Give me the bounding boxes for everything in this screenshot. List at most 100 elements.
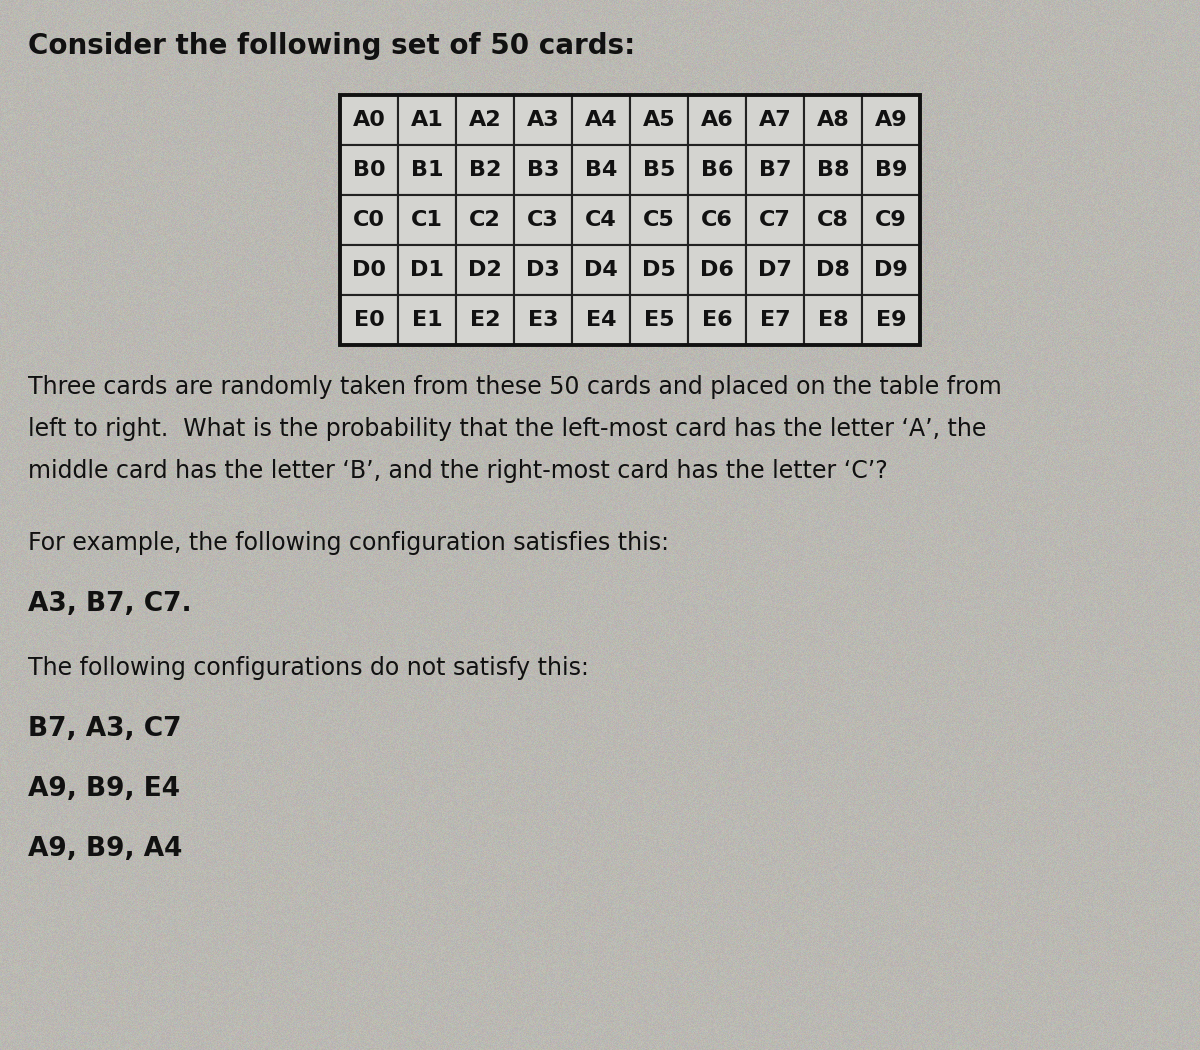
Bar <box>630 145 688 195</box>
Text: A5: A5 <box>643 110 676 130</box>
Text: C2: C2 <box>469 210 500 230</box>
Text: B7, A3, C7: B7, A3, C7 <box>28 716 181 742</box>
Text: A1: A1 <box>410 110 443 130</box>
Text: A6: A6 <box>701 110 733 130</box>
Text: C3: C3 <box>527 210 559 230</box>
Bar <box>746 295 804 345</box>
Text: E6: E6 <box>702 310 732 330</box>
Bar <box>630 245 688 295</box>
Bar <box>862 94 920 145</box>
Bar <box>514 94 572 145</box>
Text: B4: B4 <box>584 160 617 180</box>
Text: A3: A3 <box>527 110 559 130</box>
Bar <box>340 94 398 145</box>
Bar <box>688 195 746 245</box>
Text: left to right.  What is the probability that the left-most card has the letter ‘: left to right. What is the probability t… <box>28 417 986 441</box>
Bar <box>340 94 920 345</box>
Text: C1: C1 <box>412 210 443 230</box>
Text: Consider the following set of 50 cards:: Consider the following set of 50 cards: <box>28 32 635 60</box>
Bar <box>398 295 456 345</box>
Text: C9: C9 <box>875 210 907 230</box>
Bar <box>514 295 572 345</box>
Text: B9: B9 <box>875 160 907 180</box>
Text: C5: C5 <box>643 210 674 230</box>
Text: E1: E1 <box>412 310 443 330</box>
Bar <box>340 195 398 245</box>
Text: Three cards are randomly taken from these 50 cards and placed on the table from: Three cards are randomly taken from thes… <box>28 375 1002 399</box>
Bar <box>804 195 862 245</box>
Text: A8: A8 <box>817 110 850 130</box>
Text: C0: C0 <box>353 210 385 230</box>
Bar <box>514 245 572 295</box>
Bar <box>630 295 688 345</box>
Bar <box>804 245 862 295</box>
Bar <box>572 145 630 195</box>
Text: B1: B1 <box>410 160 443 180</box>
Text: C6: C6 <box>701 210 733 230</box>
Text: D3: D3 <box>526 260 560 280</box>
Text: B0: B0 <box>353 160 385 180</box>
Bar <box>746 245 804 295</box>
Bar <box>746 94 804 145</box>
Bar <box>340 295 398 345</box>
Bar <box>572 245 630 295</box>
Text: The following configurations do not satisfy this:: The following configurations do not sati… <box>28 656 589 680</box>
Bar <box>804 94 862 145</box>
Text: B7: B7 <box>758 160 791 180</box>
Bar <box>804 145 862 195</box>
Text: B6: B6 <box>701 160 733 180</box>
Text: D8: D8 <box>816 260 850 280</box>
Text: A3, B7, C7.: A3, B7, C7. <box>28 591 192 617</box>
Bar <box>862 245 920 295</box>
Bar <box>862 295 920 345</box>
Text: D5: D5 <box>642 260 676 280</box>
Bar <box>688 145 746 195</box>
Bar <box>456 295 514 345</box>
Text: D4: D4 <box>584 260 618 280</box>
Text: C7: C7 <box>760 210 791 230</box>
Bar <box>456 94 514 145</box>
Bar <box>746 195 804 245</box>
Text: E2: E2 <box>469 310 500 330</box>
Text: E5: E5 <box>643 310 674 330</box>
Bar <box>572 94 630 145</box>
Text: D2: D2 <box>468 260 502 280</box>
Text: For example, the following configuration satisfies this:: For example, the following configuration… <box>28 531 670 555</box>
Bar <box>572 295 630 345</box>
Text: B5: B5 <box>643 160 676 180</box>
Text: E7: E7 <box>760 310 791 330</box>
Text: C4: C4 <box>586 210 617 230</box>
Bar <box>340 145 398 195</box>
Text: D9: D9 <box>874 260 908 280</box>
Text: A9, B9, E4: A9, B9, E4 <box>28 776 180 802</box>
Bar <box>514 145 572 195</box>
Bar <box>862 195 920 245</box>
Text: D0: D0 <box>352 260 386 280</box>
Text: A0: A0 <box>353 110 385 130</box>
Bar <box>398 195 456 245</box>
Text: A4: A4 <box>584 110 617 130</box>
Bar <box>630 195 688 245</box>
Text: E0: E0 <box>354 310 384 330</box>
Text: E9: E9 <box>876 310 906 330</box>
Text: D6: D6 <box>700 260 734 280</box>
Text: D7: D7 <box>758 260 792 280</box>
Bar <box>514 195 572 245</box>
Text: E3: E3 <box>528 310 558 330</box>
Text: A9: A9 <box>875 110 907 130</box>
Bar <box>398 245 456 295</box>
Bar <box>456 145 514 195</box>
Text: A7: A7 <box>758 110 791 130</box>
Bar <box>688 94 746 145</box>
Bar <box>398 94 456 145</box>
Text: B3: B3 <box>527 160 559 180</box>
Text: middle card has the letter ‘B’, and the right-most card has the letter ‘C’?: middle card has the letter ‘B’, and the … <box>28 459 888 483</box>
Bar <box>688 245 746 295</box>
Bar <box>398 145 456 195</box>
Bar <box>804 295 862 345</box>
Bar <box>340 245 398 295</box>
Text: C8: C8 <box>817 210 848 230</box>
Text: A9, B9, A4: A9, B9, A4 <box>28 836 182 862</box>
Text: B2: B2 <box>469 160 502 180</box>
Bar <box>456 245 514 295</box>
